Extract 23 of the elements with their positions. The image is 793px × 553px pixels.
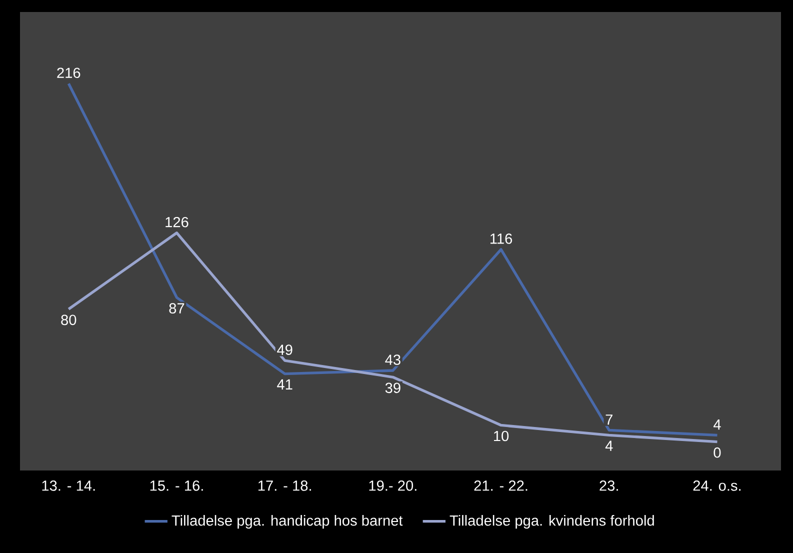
data-label: 216 <box>57 68 80 78</box>
x-tick-label: 23. <box>600 480 618 491</box>
data-label: 49 <box>277 344 292 355</box>
x-tick-label: 13. - 14. <box>42 480 95 491</box>
x-tick-label: 24. o.s. <box>693 480 741 491</box>
data-label: 4 <box>714 419 721 430</box>
data-label: 43 <box>385 354 400 365</box>
data-label: 87 <box>169 303 184 314</box>
data-label: 10 <box>494 430 509 442</box>
data-label: 0 <box>714 447 721 458</box>
legend-label: Tilladelse pga. handicap hos barnet <box>172 514 403 529</box>
x-tick-label: 15. - 16. <box>150 480 203 491</box>
data-label: 4 <box>605 440 613 451</box>
data-label: 41 <box>277 379 292 390</box>
data-label: 7 <box>606 414 612 425</box>
data-label: 80 <box>61 314 76 326</box>
data-label: 126 <box>166 216 188 228</box>
data-label: 116 <box>490 233 512 244</box>
x-tick-label: 21. - 22. <box>474 480 528 491</box>
x-tick-label: 19.- 20. <box>369 480 416 491</box>
data-label: 39 <box>385 382 400 394</box>
legend-label: Tilladelse pga. kvindens forhold <box>450 514 654 529</box>
x-tick-label: 17. - 18. <box>258 480 311 491</box>
